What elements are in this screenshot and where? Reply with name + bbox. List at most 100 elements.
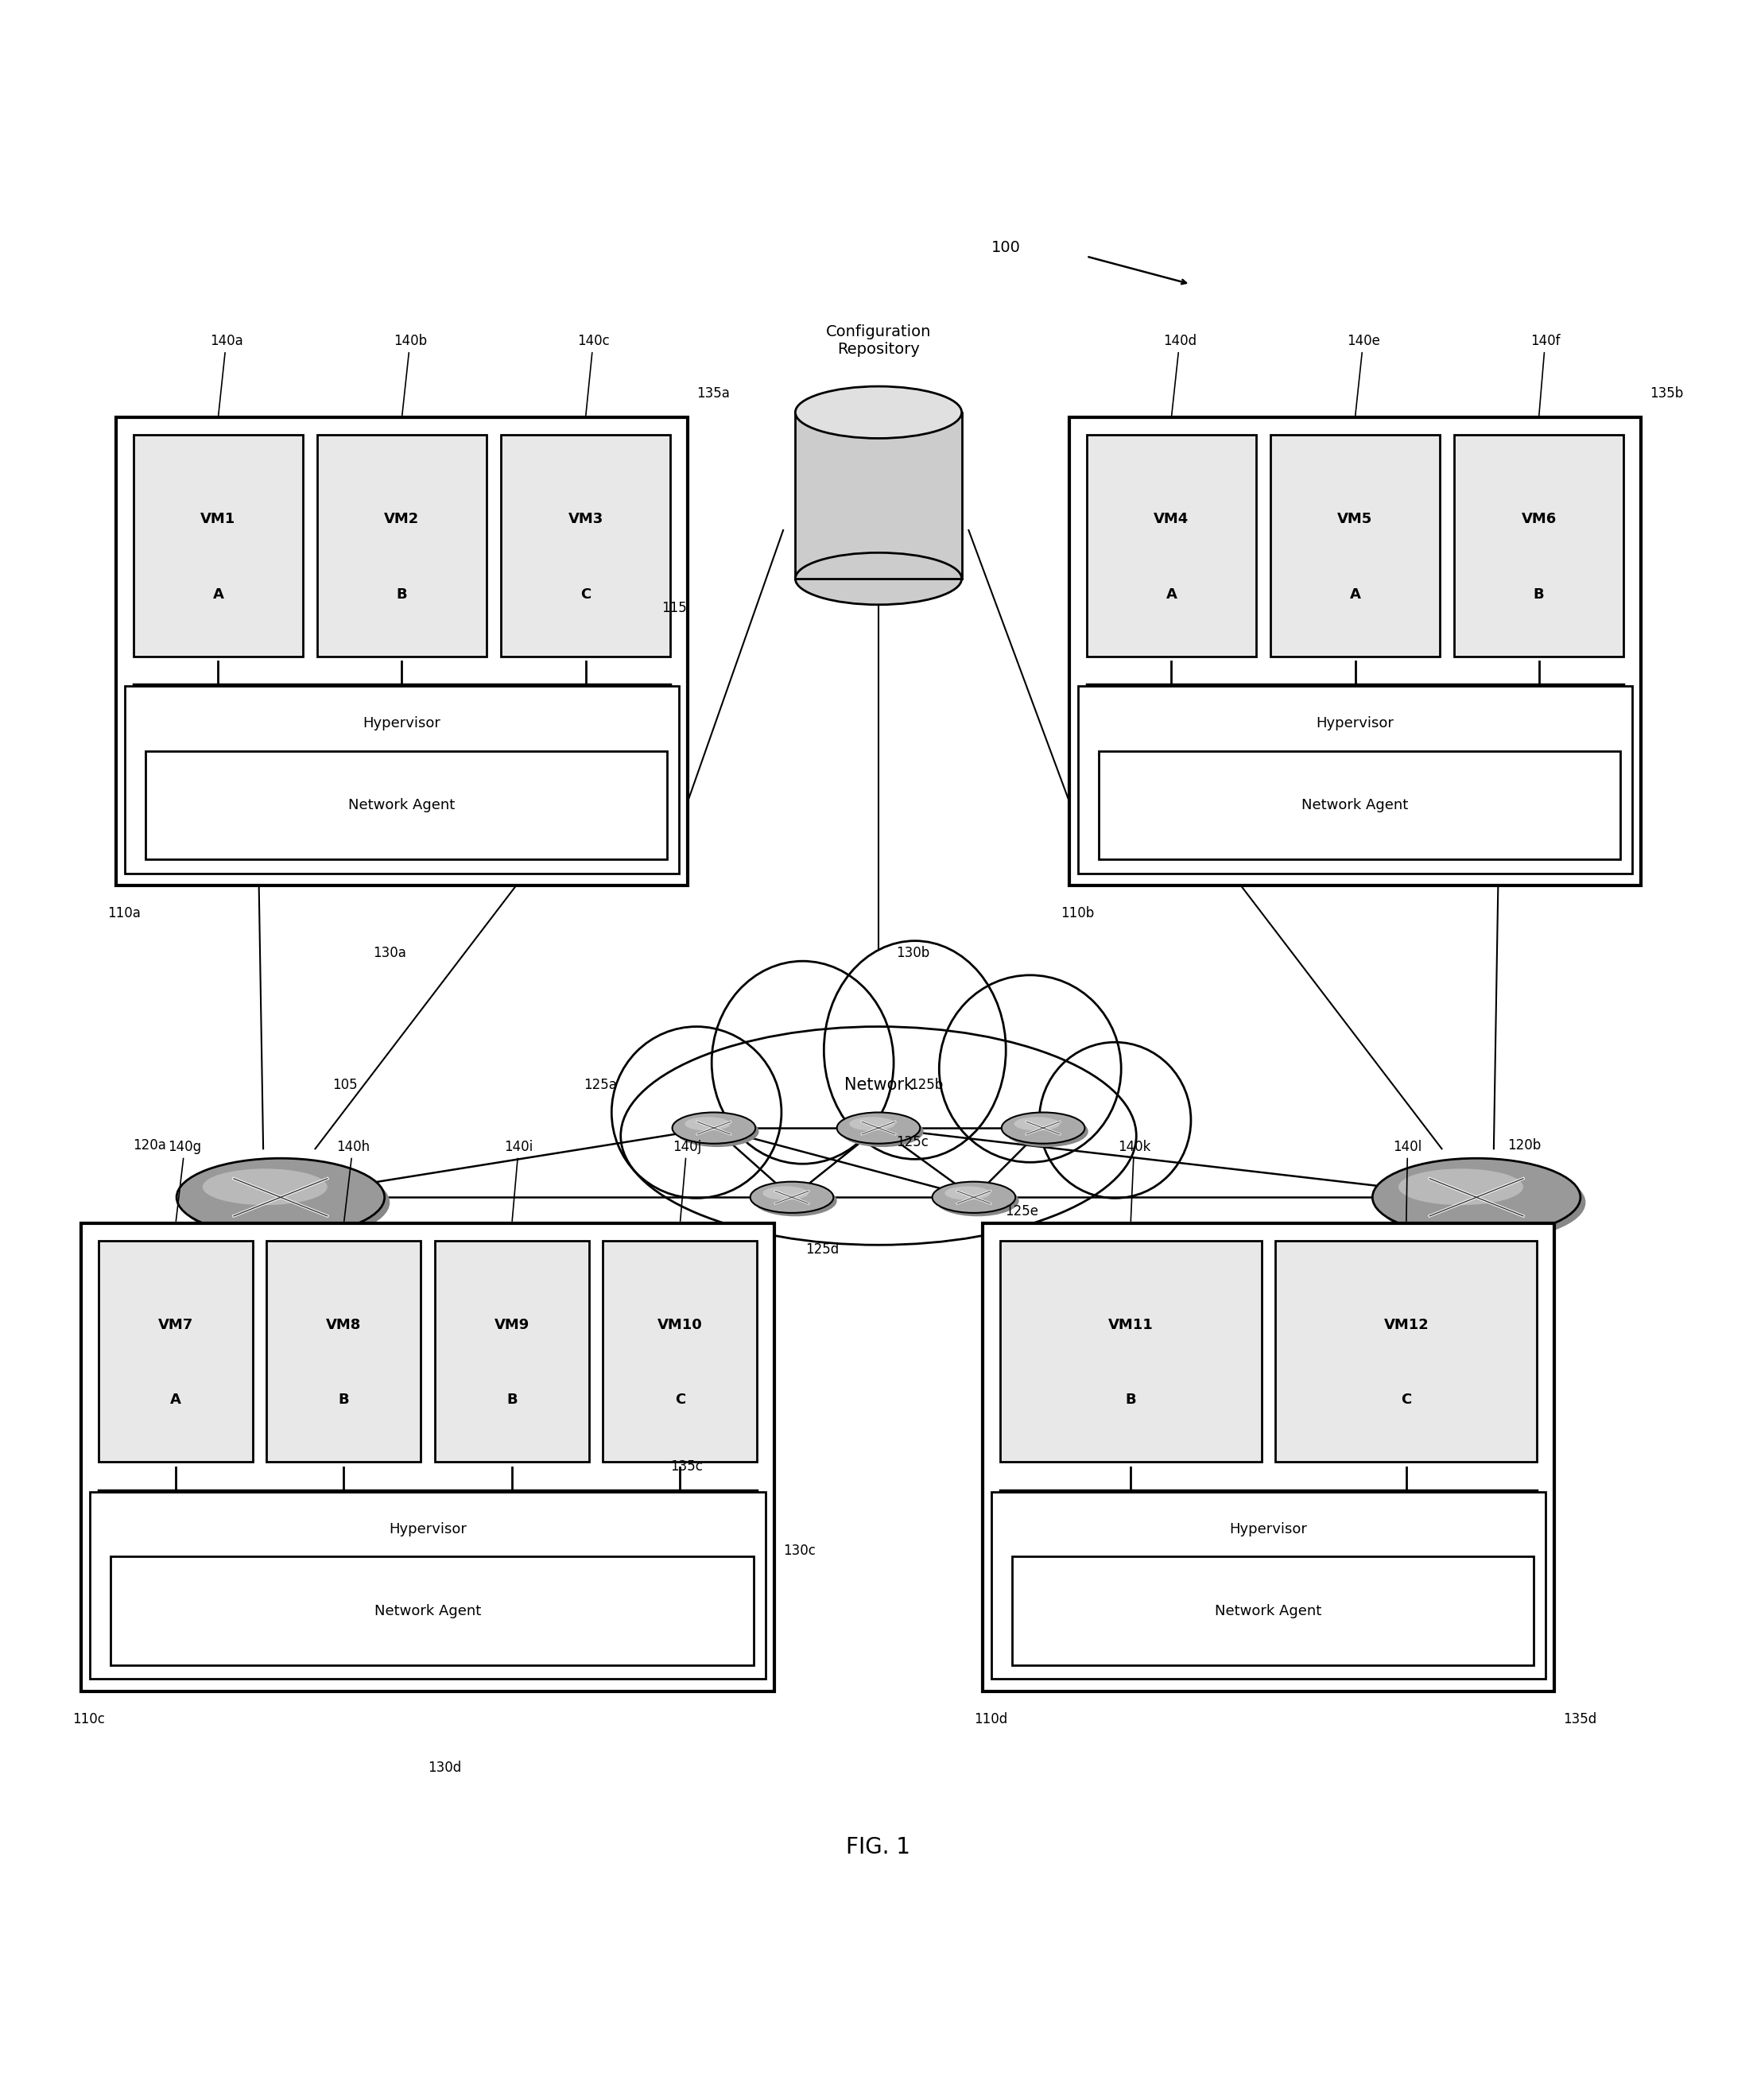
Text: VM3: VM3 [568, 512, 603, 527]
FancyBboxPatch shape [501, 435, 671, 657]
Text: Network Agent: Network Agent [374, 1604, 481, 1617]
Ellipse shape [1014, 1117, 1059, 1130]
Ellipse shape [1001, 1113, 1084, 1144]
Ellipse shape [1372, 1159, 1581, 1237]
FancyBboxPatch shape [603, 1241, 757, 1462]
Text: 130b: 130b [896, 945, 929, 960]
Text: A: A [1349, 588, 1360, 601]
Ellipse shape [796, 386, 961, 439]
Text: 110b: 110b [1061, 907, 1095, 920]
Text: FIG. 1: FIG. 1 [847, 1835, 910, 1858]
Text: Hypervisor: Hypervisor [388, 1522, 467, 1537]
Ellipse shape [712, 962, 894, 1163]
Text: 100: 100 [991, 239, 1021, 256]
Text: 140k: 140k [1117, 1140, 1151, 1220]
Text: 110a: 110a [107, 907, 141, 920]
Ellipse shape [796, 552, 961, 605]
FancyBboxPatch shape [1070, 418, 1641, 886]
FancyBboxPatch shape [796, 412, 961, 580]
Text: 125c: 125c [896, 1134, 928, 1149]
Text: Hypervisor: Hypervisor [1316, 716, 1393, 731]
Text: 140h: 140h [336, 1140, 369, 1220]
Text: 110d: 110d [973, 1712, 1007, 1726]
Text: B: B [339, 1392, 350, 1407]
Ellipse shape [840, 1115, 924, 1147]
Text: 130c: 130c [784, 1544, 815, 1558]
Text: A: A [170, 1392, 181, 1407]
Text: Network Agent: Network Agent [348, 798, 455, 813]
Text: 140c: 140c [576, 334, 610, 416]
Ellipse shape [685, 1117, 731, 1130]
Text: 140d: 140d [1163, 334, 1197, 416]
FancyBboxPatch shape [1098, 752, 1620, 859]
Text: VM8: VM8 [327, 1317, 362, 1331]
Text: Hypervisor: Hypervisor [364, 716, 441, 731]
Text: 125e: 125e [1005, 1203, 1038, 1218]
FancyBboxPatch shape [90, 1491, 766, 1680]
FancyBboxPatch shape [146, 752, 668, 859]
Ellipse shape [945, 1186, 991, 1199]
FancyBboxPatch shape [1453, 435, 1623, 657]
Ellipse shape [750, 1182, 833, 1214]
FancyBboxPatch shape [1012, 1556, 1534, 1665]
Ellipse shape [849, 1117, 894, 1130]
Text: 130d: 130d [429, 1760, 462, 1775]
Text: VM12: VM12 [1385, 1317, 1428, 1331]
FancyBboxPatch shape [134, 435, 304, 657]
Text: VM7: VM7 [158, 1317, 193, 1331]
Text: 125b: 125b [910, 1077, 944, 1092]
Ellipse shape [763, 1186, 808, 1199]
Ellipse shape [676, 1115, 759, 1147]
Text: VM1: VM1 [200, 512, 235, 527]
Text: A: A [213, 588, 223, 601]
Ellipse shape [1005, 1115, 1088, 1147]
FancyBboxPatch shape [1086, 435, 1256, 657]
Ellipse shape [181, 1163, 390, 1241]
Ellipse shape [620, 1027, 1137, 1245]
Text: VM5: VM5 [1337, 512, 1372, 527]
FancyBboxPatch shape [1270, 435, 1441, 657]
Ellipse shape [936, 1184, 1019, 1216]
Ellipse shape [933, 1182, 1016, 1214]
Text: 135c: 135c [671, 1459, 703, 1474]
Ellipse shape [202, 1170, 327, 1205]
Text: 140a: 140a [209, 334, 242, 416]
FancyBboxPatch shape [434, 1241, 589, 1462]
Text: 115: 115 [662, 601, 687, 615]
Ellipse shape [836, 1113, 921, 1144]
Text: B: B [1534, 588, 1544, 601]
FancyBboxPatch shape [316, 435, 487, 657]
Text: 130a: 130a [372, 945, 406, 960]
Text: 135d: 135d [1564, 1712, 1597, 1726]
Text: 140g: 140g [169, 1140, 202, 1220]
Text: VM10: VM10 [657, 1317, 703, 1331]
Text: 125d: 125d [806, 1241, 840, 1256]
Text: 120b: 120b [1508, 1138, 1541, 1153]
Ellipse shape [940, 974, 1121, 1161]
Text: B: B [506, 1392, 517, 1407]
FancyBboxPatch shape [1077, 687, 1632, 874]
Ellipse shape [824, 941, 1007, 1159]
Text: B: B [397, 588, 408, 601]
Text: 105: 105 [332, 1077, 358, 1092]
Text: 125a: 125a [583, 1077, 617, 1092]
FancyBboxPatch shape [982, 1224, 1555, 1690]
Ellipse shape [176, 1159, 385, 1237]
Text: 120a: 120a [134, 1138, 167, 1153]
Text: Network Agent: Network Agent [1216, 1604, 1321, 1617]
Ellipse shape [611, 1027, 782, 1199]
Text: VM2: VM2 [385, 512, 420, 527]
FancyBboxPatch shape [111, 1556, 754, 1665]
Ellipse shape [754, 1184, 836, 1216]
Text: 140j: 140j [673, 1140, 701, 1220]
FancyBboxPatch shape [1000, 1241, 1262, 1462]
Text: 135b: 135b [1650, 386, 1683, 401]
FancyBboxPatch shape [98, 1241, 253, 1462]
Text: VM11: VM11 [1109, 1317, 1153, 1331]
Text: B: B [1124, 1392, 1137, 1407]
Ellipse shape [1399, 1170, 1523, 1205]
Text: Network: Network [843, 1077, 914, 1092]
Text: 110c: 110c [72, 1712, 105, 1726]
Text: 135a: 135a [696, 386, 729, 401]
Text: C: C [675, 1392, 685, 1407]
